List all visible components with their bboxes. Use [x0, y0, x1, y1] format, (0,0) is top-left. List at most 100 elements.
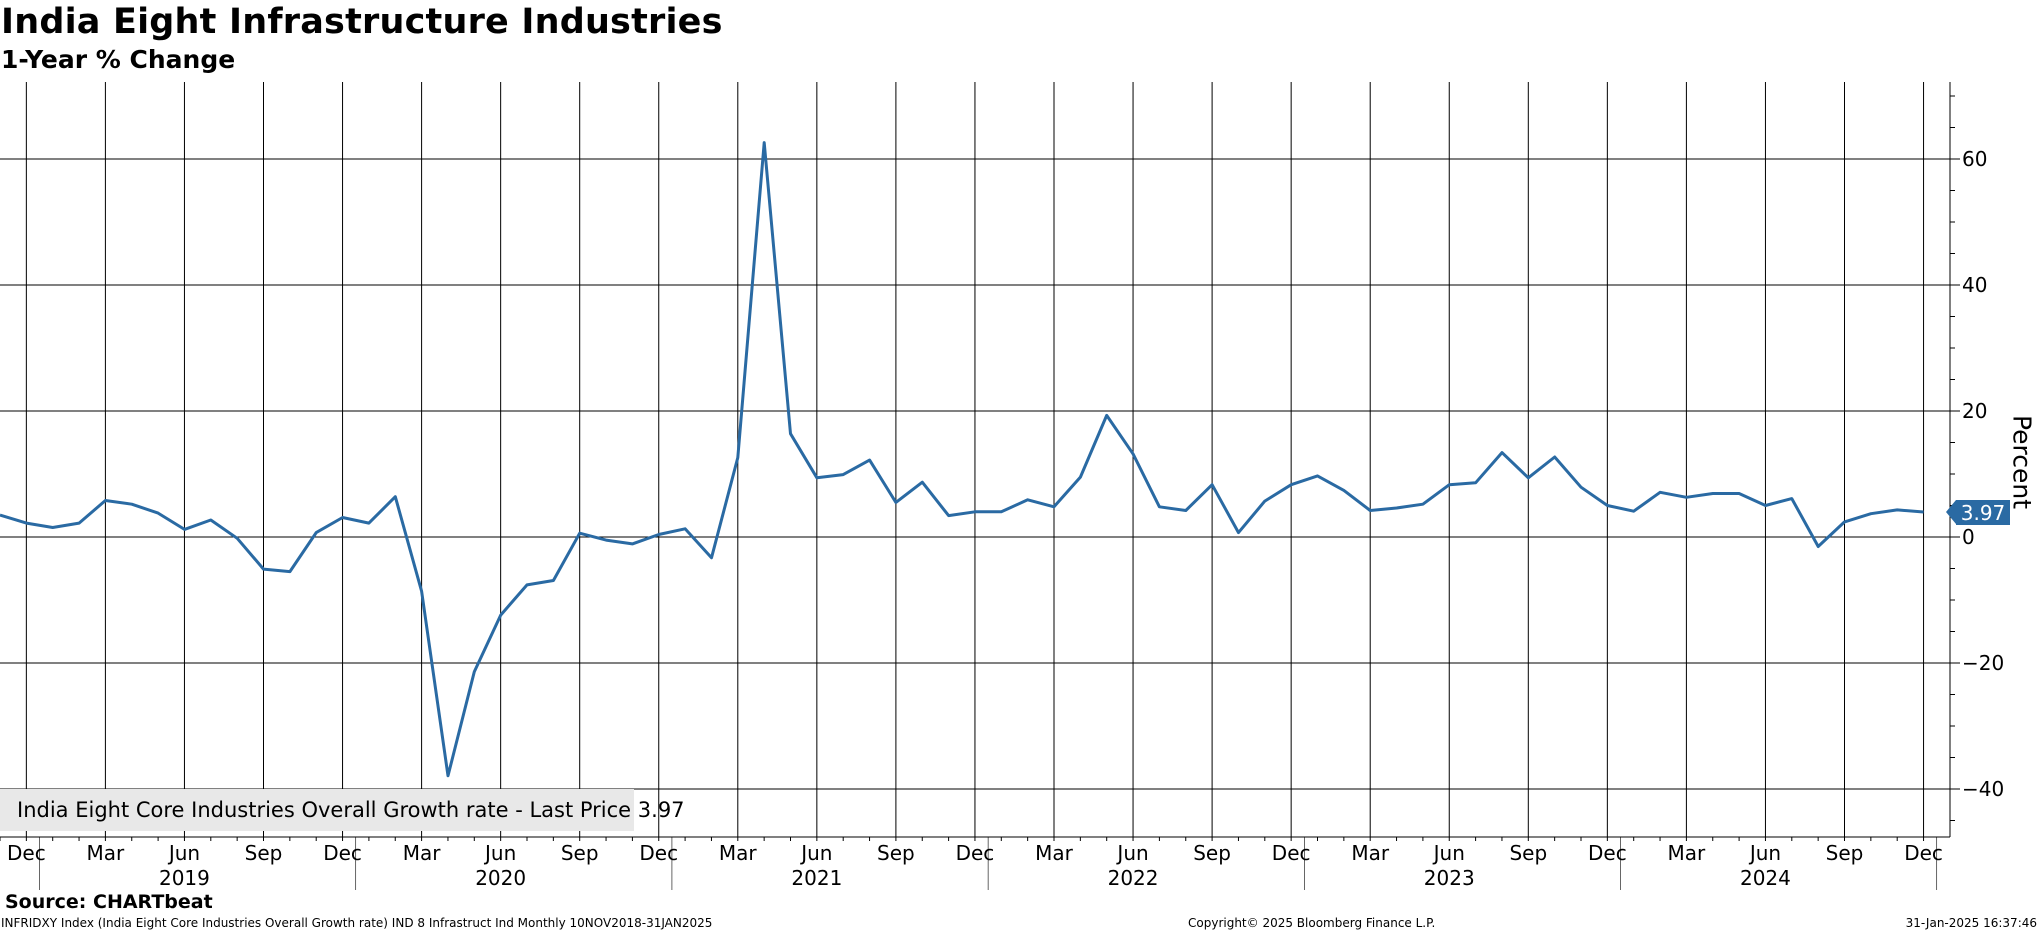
- data-point: [1158, 505, 1161, 508]
- x-month-label: Sep: [245, 841, 283, 865]
- x-month-label: Jun: [167, 841, 200, 865]
- legend-label: India Eight Core Industries Overall Grow…: [17, 798, 685, 822]
- data-point: [1132, 452, 1135, 455]
- data-point: [1553, 455, 1556, 458]
- data-point: [815, 476, 818, 479]
- data-point: [1053, 505, 1056, 508]
- data-point: [51, 526, 54, 529]
- x-year-label: 2023: [1424, 866, 1475, 890]
- data-point: [1659, 491, 1662, 494]
- data-point: [1290, 483, 1293, 486]
- data-point: [1026, 498, 1029, 501]
- data-point: [1395, 507, 1398, 510]
- data-point: [104, 499, 107, 502]
- x-month-label: Sep: [877, 841, 915, 865]
- x-month-label: Dec: [639, 841, 678, 865]
- data-point: [657, 533, 660, 536]
- y-axis-label: Percent: [2007, 414, 2037, 510]
- data-point: [473, 670, 476, 673]
- y-tick-label: 60: [1962, 147, 1987, 171]
- x-month-label: Sep: [561, 841, 599, 865]
- data-point: [420, 590, 423, 593]
- last-price-label: 3.97: [1946, 500, 2010, 525]
- data-point: [236, 537, 239, 540]
- data-point: [499, 614, 502, 617]
- data-point: [710, 556, 713, 559]
- x-month-label: Dec: [323, 841, 362, 865]
- data-point: [1369, 509, 1372, 512]
- data-point: [1790, 497, 1793, 500]
- data-point: [1211, 483, 1214, 486]
- x-year-label: 2019: [159, 866, 210, 890]
- chart-title: India Eight Infrastructure Industries: [1, 2, 723, 42]
- x-month-label: Mar: [87, 841, 126, 865]
- data-point: [1448, 483, 1451, 486]
- data-point: [1527, 476, 1530, 479]
- data-point: [1580, 486, 1583, 489]
- x-month-label: Dec: [1272, 841, 1311, 865]
- data-point: [1316, 474, 1319, 477]
- data-point: [842, 473, 845, 476]
- footer-timestamp: 31-Jan-2025 16:37:46: [1905, 916, 2037, 930]
- series-group: [0, 141, 1924, 778]
- data-point: [1764, 504, 1767, 507]
- x-month-label: Jun: [1432, 841, 1465, 865]
- x-month-label: Jun: [1115, 841, 1148, 865]
- data-point: [552, 579, 555, 582]
- data-point: [157, 512, 160, 515]
- footer-copyright: Copyright© 2025 Bloomberg Finance L.P.: [1188, 916, 1436, 930]
- data-point: [367, 522, 370, 525]
- legend: India Eight Core Industries Overall Grow…: [0, 789, 685, 831]
- x-year-label: 2020: [475, 866, 526, 890]
- data-point: [921, 481, 924, 484]
- data-point: [1843, 520, 1846, 523]
- data-point: [1105, 414, 1108, 417]
- x-month-label: Dec: [956, 841, 995, 865]
- x-year-label: 2021: [791, 866, 842, 890]
- data-point: [1817, 545, 1820, 548]
- data-point: [25, 522, 28, 525]
- data-point: [684, 527, 687, 530]
- source-note: Source: CHARTbeat: [5, 891, 213, 913]
- y-axis-ticks: −40 −20 0 20 40 60: [1950, 95, 2004, 821]
- data-point: [868, 459, 871, 462]
- data-point: [315, 531, 318, 534]
- y-tick-label: 40: [1962, 273, 1987, 297]
- x-month-label: Mar: [719, 841, 758, 865]
- data-point: [209, 518, 212, 521]
- data-point: [1896, 508, 1899, 511]
- x-month-label: Dec: [7, 841, 46, 865]
- series-line: [0, 141, 1924, 778]
- data-point: [1000, 510, 1003, 513]
- x-month-label: Dec: [1588, 841, 1627, 865]
- data-point: [262, 568, 265, 571]
- data-point: [288, 570, 291, 573]
- data-point: [394, 495, 397, 498]
- data-point: [973, 510, 976, 513]
- data-point: [789, 432, 792, 435]
- x-month-label: Jun: [1748, 841, 1781, 865]
- x-month-label: Mar: [403, 841, 442, 865]
- data-point: [78, 522, 81, 525]
- data-point: [130, 503, 133, 506]
- y-tick-label: 0: [1962, 525, 1975, 549]
- x-month-label: Sep: [1193, 841, 1231, 865]
- y-tick-label: −20: [1962, 651, 2004, 675]
- data-point: [578, 532, 581, 535]
- data-point: [1184, 509, 1187, 512]
- x-month-label: Mar: [1668, 841, 1707, 865]
- data-point: [605, 539, 608, 542]
- x-month-label: Jun: [483, 841, 516, 865]
- data-point: [183, 528, 186, 531]
- data-point: [1237, 531, 1240, 534]
- data-point: [894, 501, 897, 504]
- x-year-label: 2022: [1108, 866, 1159, 890]
- data-point: [526, 583, 529, 586]
- data-point: [1500, 451, 1503, 454]
- data-point: [1685, 496, 1688, 499]
- data-point: [1421, 503, 1424, 506]
- chart-subtitle: 1-Year % Change: [1, 45, 236, 74]
- footer-ticker-info: INFRIDXY Index (India Eight Core Industr…: [1, 916, 713, 930]
- data-point: [631, 542, 634, 545]
